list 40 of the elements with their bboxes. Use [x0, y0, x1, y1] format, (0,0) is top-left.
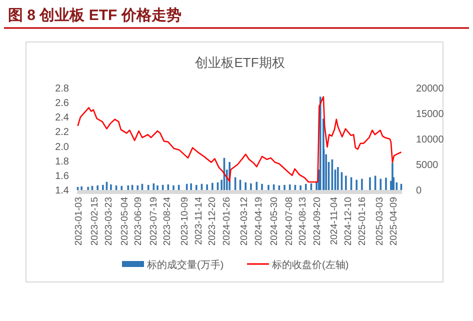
- legend-label: 标的成交量(万手): [146, 259, 224, 271]
- y2-tick-label: 20000: [416, 84, 444, 94]
- y2-tick-label: 5000: [416, 160, 439, 171]
- x-tick-label: 2023-03-23: [103, 197, 114, 246]
- y-tick-label: 2.8: [55, 84, 70, 94]
- y-tick-label: 1.4: [55, 186, 70, 196]
- y-tick-label: 2.6: [55, 98, 70, 110]
- x-tick-label: 2023-06-09: [133, 197, 144, 246]
- y-tick-label: 1.8: [55, 156, 70, 168]
- x-tick-label: 2024-05-30: [268, 197, 280, 246]
- y-tick-label: 1.6: [55, 170, 70, 182]
- x-tick-label: 2023-07-19: [148, 197, 160, 246]
- x-tick-label: 2024-08-13: [298, 197, 309, 246]
- x-tick-label: 2025-01-16: [357, 197, 368, 246]
- y2-tick-label: 0: [416, 186, 422, 196]
- chart-subtitle: 创业板ETF期权: [195, 55, 285, 70]
- x-tick-label: 2024-07-08: [284, 197, 295, 246]
- x-tick-label: 2024-01-26: [221, 197, 232, 246]
- x-tick-label: 2023-01-03: [73, 197, 84, 246]
- x-tick-label: 2024-04-19: [253, 197, 264, 246]
- y2-tick-label: 10000: [416, 134, 444, 146]
- line-series: [77, 96, 402, 183]
- x-tick-label: 2023-08-24: [162, 197, 174, 246]
- x-tick-label: 2024-11-04: [329, 197, 340, 245]
- x-tick-label: 2023-11-14: [193, 197, 204, 245]
- chart-title: 图 8 创业板 ETF 价格走势: [8, 7, 182, 24]
- y2-tick-label: 15000: [416, 109, 444, 120]
- x-tick-label: 2024-09-20: [312, 197, 324, 246]
- x-tick-label: 2024-12-10: [342, 197, 354, 246]
- legend-label: 标的收盘价(左轴): [271, 259, 349, 271]
- x-tick-label: 2023-10-09: [180, 197, 191, 246]
- x-tick-label: 2023-12-20: [207, 197, 218, 246]
- y-tick-label: 2.4: [55, 112, 70, 124]
- y-tick-label: 2.0: [55, 142, 70, 153]
- x-tick-label: 2024-03-12: [238, 197, 250, 246]
- x-tick-label: 2023-05-04: [119, 197, 130, 246]
- y-tick-label: 2.2: [55, 127, 70, 138]
- x-tick-label: 2023-02-15: [90, 197, 101, 246]
- x-tick-label: 2025-04-09: [388, 197, 400, 246]
- x-tick-label: 2025-03-03: [374, 197, 386, 246]
